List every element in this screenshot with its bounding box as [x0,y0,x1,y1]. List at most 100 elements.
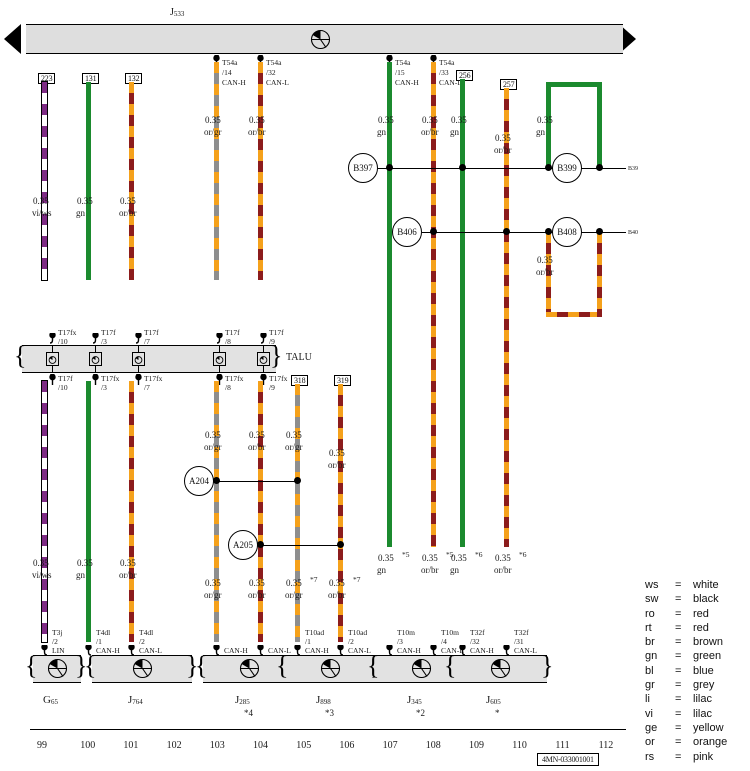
connector-edge-right-icon: } [186,651,199,680]
splice-symbol-icon [310,29,331,50]
connector-edge-left-icon: { [367,651,380,680]
splice-line-b39 [378,168,604,170]
bus-arrow-right-icon [619,24,636,54]
legend-equals: = [675,621,682,634]
wire-color-label: or/br [248,442,266,452]
ruler-number: 99 [37,740,47,751]
bus-label-j533: J533 [170,7,185,19]
legend-row: li = lilac [645,692,727,706]
talu-terminal-square [89,352,102,366]
bottom-pin-label: /2 [139,637,145,646]
wire-gauge-label: 0.35 [120,196,136,206]
splice-line-a205 [262,545,342,547]
connector-edge-left-icon: { [14,341,27,370]
component-name-j345: J345 [407,694,422,707]
bus-tap-pin: /14 [222,68,232,77]
talu-top-pin: /8 [225,337,231,346]
bus-tap-pin: /15 [395,68,405,77]
component-name-j898: J898 [316,694,331,707]
ruler-number: 108 [425,740,441,751]
splice-dot [596,164,603,171]
wire-color-label: or/br [536,267,554,277]
wire-223 [41,81,48,281]
wire-color-label: or/br [248,127,266,137]
wire-color-label: or/gr [204,442,222,452]
wire-color-label: or/br [421,565,439,575]
terminal-pin-icon [459,645,466,656]
wire-color-label: gn [450,565,459,575]
wire-gauge-label: 0.35 [249,430,265,440]
splice-dot [459,164,466,171]
legend-row: rs = pink [645,750,727,764]
terminal-pin-icon [128,645,135,656]
legend-equals: = [675,579,682,591]
bottom-pin-label: /32 [470,637,480,646]
bus-tap-signal: CAN-H [395,78,419,87]
talu-bottom-terminal: T17fx [101,374,120,383]
wire-color-label: vi/ws [32,208,52,218]
legend-row: br = brown [645,635,727,649]
legend-abbr: br [645,636,655,649]
bottom-signal-label: CAN-H [470,646,494,655]
legend-row: bl = blue [645,664,727,678]
wire-note-label: *5 [446,550,454,559]
wire-color-label: gn [450,127,459,137]
wire-gauge-label: 0.35 [205,578,221,588]
splice-line-b40 [422,232,604,234]
wire-color-label: gn [377,565,386,575]
splice-symbol-icon [47,658,68,679]
legend-row: rt = red [645,621,727,635]
bottom-terminal-label: T3j [52,628,63,637]
legend-equals: = [675,636,682,649]
bottom-terminal-label: T10m [441,628,459,637]
bottom-signal-label: CAN-H [305,646,329,655]
wire-b408-right-leg [597,232,602,317]
offpage-ref-b40: B40 [628,230,639,236]
bottom-signal-label: CAN-L [139,646,162,655]
talu-top-pin: /9 [269,337,275,346]
terminal-pin-icon [216,333,223,344]
splice-a205: A205 [228,530,258,560]
legend-abbr: bl [645,664,654,677]
bus-tap-signal: CAN-L [266,78,289,87]
wire-color-label: or/br [494,565,512,575]
wire-gauge-label: 0.35 [537,115,553,125]
talu-top-pin: /3 [101,337,107,346]
connector-edge-left-icon: { [84,651,97,680]
bottom-terminal-label: T4dl [96,628,111,637]
wire-color-label: gn [377,127,386,137]
wire-b408-left-leg [546,232,551,317]
talu-label: TALU [286,352,312,363]
talu-top-terminal: T17fx [58,328,77,337]
bottom-signal-label: CAN-L [441,646,464,655]
legend-abbr: li [645,693,650,706]
offpage-ref-b39: B39 [628,166,639,172]
wire-gauge-label: 0.35 [378,553,394,563]
wire-note-label: *6 [475,550,483,559]
wire-gauge-label: 0.35 [33,558,49,568]
legend-row: gn = green [645,649,727,663]
terminal-pin-icon [503,645,510,656]
terminal-pin-icon [386,55,393,66]
wire-b399-left-leg [546,82,551,170]
splice-dot [337,541,344,548]
bottom-pin-label: /31 [514,637,524,646]
wire-note-label: *7 [310,575,318,584]
wire-b399-top-link [546,82,602,87]
wire-gauge-label: 0.35 [286,578,302,588]
component-note: *4 [244,708,253,718]
legend-full: lilac [693,707,712,720]
wire-319 [338,384,343,642]
wire-gauge-label: 0.35 [249,115,265,125]
wire-gauge-label: 0.35 [537,255,553,265]
component-note: *3 [325,708,334,718]
talu-bottom-terminal: T17fx [269,374,288,383]
wire-gauge-label: 0.35 [120,558,136,568]
legend-row: or = orange [645,735,727,749]
bottom-terminal-label: T4dl [139,628,154,637]
ruler-number: 111 [555,740,570,751]
splice-b406: B406 [392,217,422,247]
talu-terminal-square [132,352,145,366]
splice-dot [294,477,301,484]
bottom-terminal-label: T10ad [305,628,325,637]
